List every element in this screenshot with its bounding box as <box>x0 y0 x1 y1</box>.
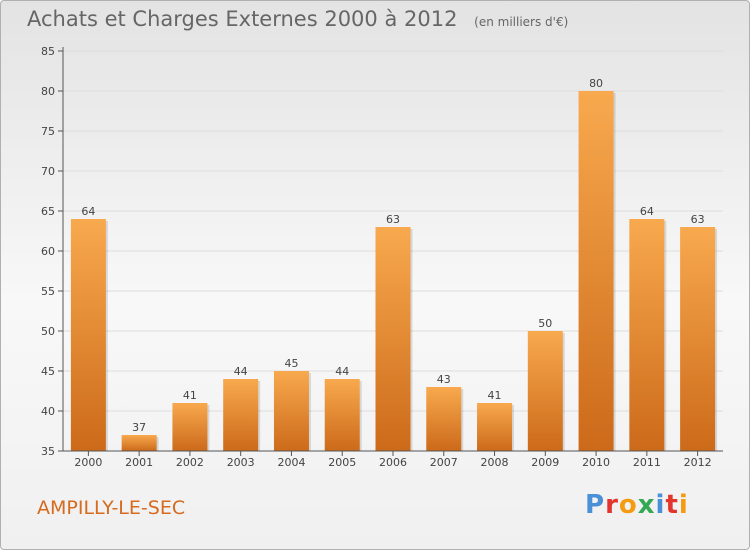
bar-2012 <box>680 227 716 451</box>
chart-title: Achats et Charges Externes 2000 à 2012 (… <box>27 7 568 31</box>
logo-letter: P <box>585 490 606 520</box>
commune-name: AMPILLY-LE-SEC <box>37 497 186 519</box>
bar-value-label: 80 <box>589 77 603 90</box>
x-tick-label: 2007 <box>430 456 458 469</box>
y-tick-label: 45 <box>41 365 55 378</box>
bar-2005 <box>324 379 360 451</box>
logo-letter: i <box>655 490 666 520</box>
logo-letter: r <box>605 490 619 520</box>
chart-subtitle: (en milliers d'€) <box>474 15 569 29</box>
logo-letter: x <box>637 490 656 520</box>
axes <box>58 47 723 456</box>
x-tick-label: 2009 <box>531 456 559 469</box>
logo-letter: i <box>678 490 689 520</box>
y-tick-label: 55 <box>41 285 55 298</box>
y-tick-label: 35 <box>41 445 55 458</box>
bar-2000 <box>70 219 106 451</box>
proxiti-logo: Proxiti <box>585 490 689 520</box>
bar-value-label: 63 <box>691 213 705 226</box>
bars <box>70 91 718 451</box>
bar-2004 <box>273 371 309 451</box>
y-tick-label: 40 <box>41 405 55 418</box>
x-tick-label: 2010 <box>582 456 610 469</box>
x-tick-label: 2000 <box>74 456 102 469</box>
bar-2010 <box>578 91 614 451</box>
bar-value-label: 41 <box>488 389 502 402</box>
bar-2001 <box>121 435 157 451</box>
x-tick-label: 2004 <box>277 456 305 469</box>
y-tick-label: 75 <box>41 125 55 138</box>
y-tick-label: 85 <box>41 45 55 58</box>
y-tick-label: 65 <box>41 205 55 218</box>
bar-2003 <box>223 379 259 451</box>
logo-letter: t <box>665 490 679 520</box>
chart-title-text: Achats et Charges Externes 2000 à 2012 <box>27 7 458 31</box>
y-tick-label: 80 <box>41 85 55 98</box>
logo-letter: o <box>618 490 638 520</box>
x-tick-label: 2003 <box>227 456 255 469</box>
bar-value-label: 44 <box>234 365 248 378</box>
bar-value-label: 41 <box>183 389 197 402</box>
y-tick-label: 60 <box>41 245 55 258</box>
bar-value-label: 64 <box>640 205 654 218</box>
x-tick-label: 2001 <box>125 456 153 469</box>
bar-value-label: 43 <box>437 373 451 386</box>
bar-value-label: 44 <box>335 365 349 378</box>
bar-value-label: 50 <box>538 317 552 330</box>
x-tick-label: 2011 <box>633 456 661 469</box>
bar-value-label: 63 <box>386 213 400 226</box>
bar-2007 <box>426 387 462 451</box>
bar-2009 <box>527 331 563 451</box>
x-tick-label: 2002 <box>176 456 204 469</box>
y-tick-label: 50 <box>41 325 55 338</box>
bar-value-label: 37 <box>132 421 146 434</box>
x-tick-label: 2012 <box>684 456 712 469</box>
y-tick-label: 70 <box>41 165 55 178</box>
bar-2002 <box>172 403 208 451</box>
labels: 35 40 45 50 55 60 65 70 75 80 85 64 2000 37 2001 41 2002… <box>41 45 712 469</box>
bar-2011 <box>629 219 665 451</box>
x-tick-label: 2005 <box>328 456 356 469</box>
bar-2006 <box>375 227 411 451</box>
x-tick-label: 2008 <box>481 456 509 469</box>
bar-value-label: 64 <box>81 205 95 218</box>
bar-value-label: 45 <box>284 357 298 370</box>
bar-2008 <box>477 403 513 451</box>
x-tick-label: 2006 <box>379 456 407 469</box>
